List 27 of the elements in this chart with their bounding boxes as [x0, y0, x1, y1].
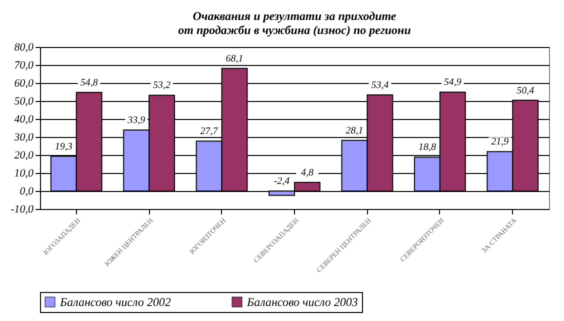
legend-label: Балансово число 2002 [59, 295, 171, 309]
data-label: 4,8 [300, 167, 314, 178]
legend-label: Балансово число 2003 [246, 295, 358, 309]
data-label: 50,4 [516, 85, 534, 96]
data-label: 18,8 [418, 142, 436, 154]
data-label: 68,1 [226, 53, 244, 64]
y-tick-label: 70,0 [14, 60, 34, 72]
data-label: 28,1 [346, 125, 364, 136]
y-tick-label: 20,0 [14, 150, 34, 162]
data-label: 53,2 [153, 80, 171, 92]
data-label: -2,4 [274, 176, 290, 187]
y-tick-label: 10,0 [14, 168, 34, 180]
data-label: 33,9 [126, 114, 146, 126]
data-label: 53,4 [371, 80, 389, 91]
y-tick-label: 80,0 [14, 42, 34, 54]
data-label: 19,3 [54, 141, 72, 152]
y-tick-label: 60,0 [14, 78, 34, 90]
chart-title: Очаквания и резултати за приходите от продажби в чужбина (износ) по региони [178, 9, 412, 37]
y-tick-label: 50,0 [14, 96, 34, 108]
data-label: 21,9 [491, 136, 509, 148]
data-label: 27,7 [200, 126, 219, 138]
y-tick-label: 40,0 [14, 114, 34, 126]
y-tick-label: 30,0 [13, 132, 34, 144]
y-tick-label: 0,0 [20, 186, 34, 198]
data-label: 54,9 [444, 77, 462, 88]
y-tick-label: -10,0 [10, 204, 34, 216]
data-label: 54,8 [80, 77, 98, 88]
